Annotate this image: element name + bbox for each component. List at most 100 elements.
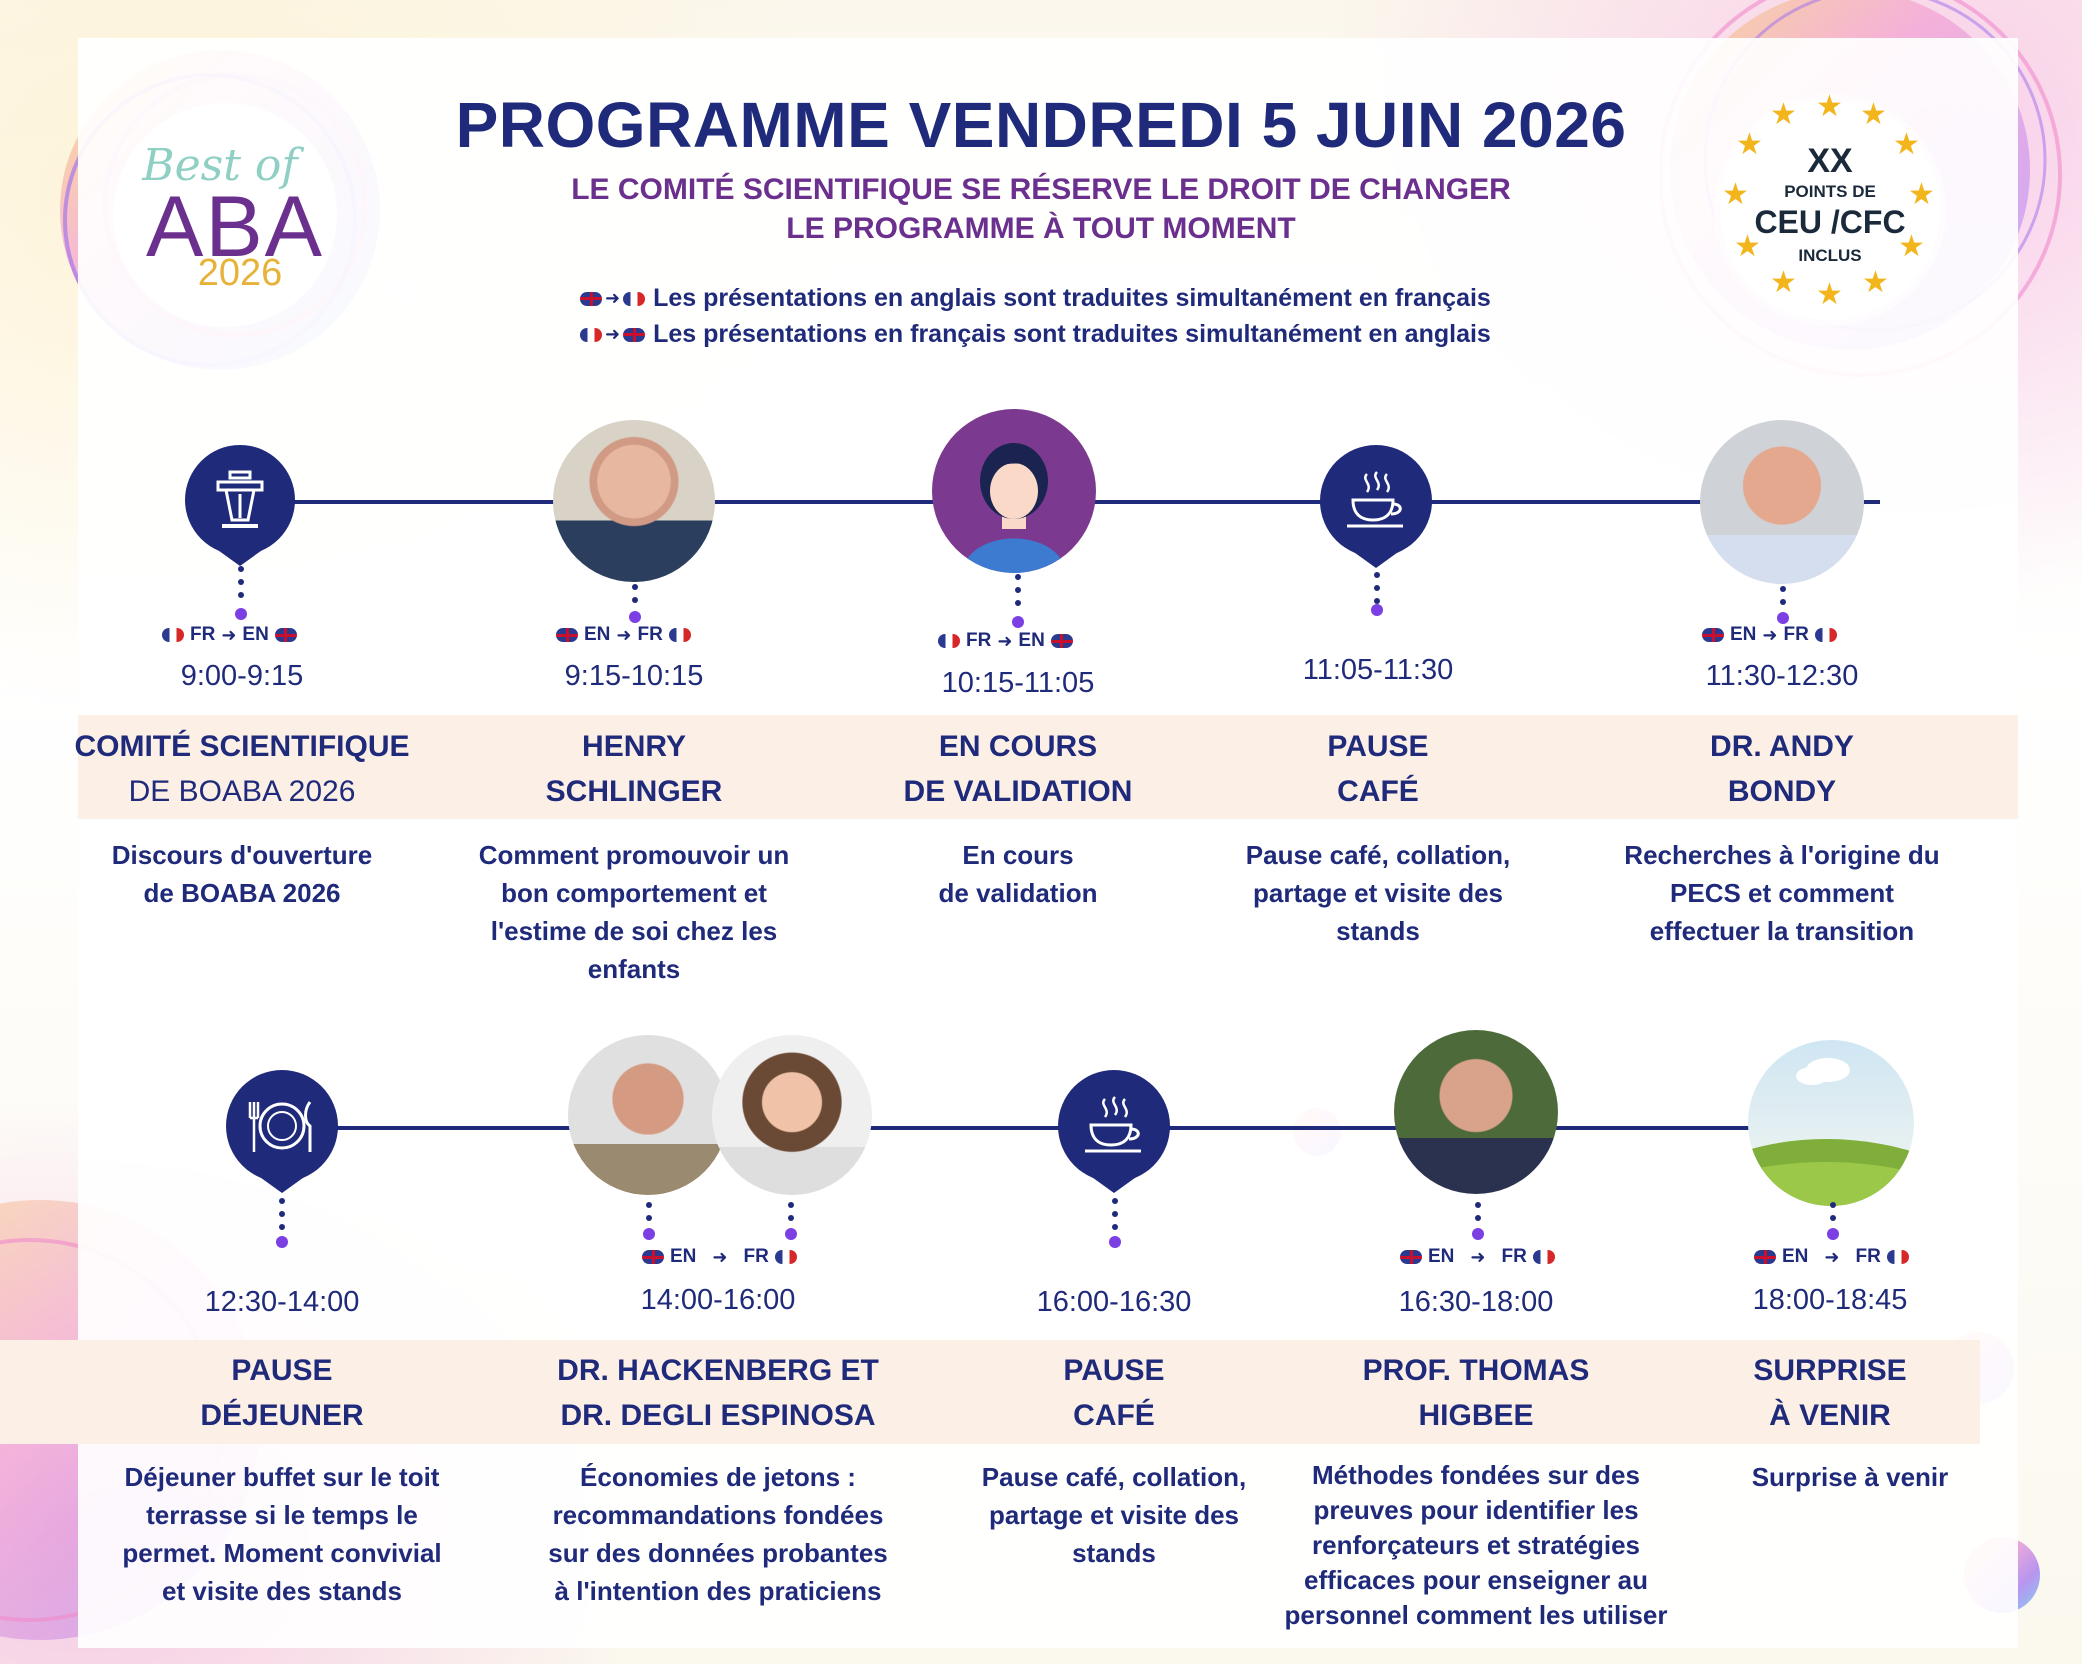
ceu-badge: XX POINTS DE CEU /CFC INCLUS [1720, 100, 1940, 320]
session-name-s8: PAUSE CAFÉ [1063, 1354, 1165, 1432]
speaker-photo-andy-bondy [1700, 420, 1864, 584]
session-name-s9: PROF. THOMAS HIGBEE [1362, 1354, 1590, 1432]
star-icon: ★ [1862, 266, 1889, 299]
connector-end-dot [629, 611, 641, 623]
connector-dots [646, 1202, 652, 1228]
badge-line2: POINTS DE [1784, 182, 1876, 201]
session-name-s6: PAUSE DÉJEUNER [200, 1354, 364, 1432]
session-description-s10: Surprise à venir [1751, 1462, 1949, 1492]
session-time-s4: 11:05-11:30 [1302, 654, 1454, 686]
session-time-s6: 12:30-14:00 [204, 1286, 360, 1318]
connector-end-dot [643, 1228, 655, 1240]
session-name-s5: DR. ANDY BONDY [1710, 730, 1854, 808]
connector-dots [1830, 1202, 1836, 1228]
session-name-s3: EN COURS DE VALIDATION [903, 730, 1133, 808]
icon-pin-tail [1351, 550, 1401, 568]
star-icon: ★ [1734, 230, 1761, 263]
star-icon: ★ [1736, 128, 1763, 161]
session-time-s1: 9:00-9:15 [180, 660, 304, 692]
landscape-icon [1748, 1040, 1914, 1206]
session-time-s10: 18:00-18:45 [1752, 1284, 1908, 1316]
translation-note-text: Les présentations en anglais sont tradui… [653, 284, 1491, 312]
star-icon: ★ [1908, 178, 1935, 211]
podium-icon [216, 470, 264, 528]
connector-dots [1780, 586, 1786, 612]
session-description-s1: Discours d'ouverture de BOABA 2026 [111, 840, 373, 908]
logo-script: Best of [142, 140, 298, 191]
subtitle-line1: LE COMITÉ SCIENTIFIQUE SE RÉSERVE LE DRO… [571, 173, 1511, 206]
language-indicator-s7: EN ➜ FR [642, 1246, 797, 1268]
star-icon: ★ [1860, 98, 1887, 131]
session-description-s8: Pause café, collation, partage et visite… [981, 1462, 1247, 1568]
session-icon-s8 [1058, 1070, 1170, 1182]
session-description-s7: Économies de jetons : recommandations fo… [548, 1462, 888, 1606]
star-icon: ★ [1816, 90, 1843, 123]
star-icon: ★ [1893, 128, 1920, 161]
language-indicator-s2: EN ➜ FR [556, 624, 691, 646]
avatar-placeholder-icon [932, 409, 1096, 573]
connector-end-dot [1109, 1236, 1121, 1248]
connector-end-dot [785, 1228, 797, 1240]
connector-end-dot [1012, 616, 1024, 628]
speaker-band-row2 [0, 1340, 1980, 1444]
star-icon: ★ [1722, 178, 1749, 211]
connector-end-dot [1777, 612, 1789, 624]
session-description-s2: Comment promouvoir un bon comportement e… [478, 840, 790, 984]
connector-end-dot [1371, 604, 1383, 616]
translation-note-text: Les présentations en français sont tradu… [653, 320, 1491, 348]
connector-end-dot [1472, 1228, 1484, 1240]
session-name-s1: COMITÉ SCIENTIFIQUE DE BOABA 2026 [74, 730, 410, 808]
speaker-photo-hackenberg [568, 1035, 728, 1195]
icon-pin-tail [257, 1175, 307, 1193]
translation-note-fr-en: ➜ Les présentations en français sont tra… [580, 320, 1580, 349]
speaker-photo-henry-schlinger [553, 420, 715, 582]
connector-end-dot [1827, 1228, 1839, 1240]
language-indicator-s3: FR ➜ EN [938, 630, 1073, 652]
connector-dots [238, 566, 244, 605]
speaker-band-row1 [78, 715, 2018, 819]
badge-line3: CEU /CFC [1754, 204, 1906, 240]
speaker-photo-degli-espinosa [712, 1035, 872, 1195]
session-description-s3: En cours de validation [938, 840, 1098, 908]
badge-line1: XX [1807, 142, 1853, 180]
session-name-s4: PAUSE CAFÉ [1327, 730, 1429, 808]
star-icon: ★ [1770, 98, 1797, 131]
session-description-s6: Déjeuner buffet sur le toit terrasse si … [122, 1462, 442, 1606]
fr-to-uk-flags-icon: ➜ [580, 324, 646, 345]
page-title: PROGRAMME VENDREDI 5 JUIN 2026 [455, 89, 1627, 161]
plate-cutlery-icon [248, 1101, 312, 1152]
icon-pin-tail [1089, 1175, 1139, 1193]
session-icon-s6 [226, 1070, 338, 1182]
session-time-s3: 10:15-11:05 [941, 667, 1095, 699]
uk-to-fr-flags-icon: ➜ [580, 288, 646, 309]
coffee-cup-icon [1347, 471, 1403, 528]
connector-dots [1112, 1198, 1118, 1237]
session-time-s9: 16:30-18:00 [1398, 1286, 1554, 1318]
icon-pin-tail [215, 548, 265, 566]
coffee-cup-icon [1085, 1096, 1141, 1153]
connector-dots [788, 1202, 794, 1228]
connector-dots [1475, 1202, 1481, 1228]
connector-dots [279, 1198, 285, 1237]
language-indicator-s9: EN ➜ FR [1400, 1246, 1555, 1268]
speaker-photo-thomas-higbee [1394, 1030, 1558, 1194]
session-time-s8: 16:00-16:30 [1036, 1286, 1192, 1318]
star-icon: ★ [1816, 278, 1843, 311]
language-indicator-s10: EN ➜ FR [1754, 1246, 1909, 1268]
session-name-s2: HENRY SCHLINGER [545, 730, 723, 808]
logo-year: 2026 [197, 252, 283, 294]
session-time-s2: 9:15-10:15 [564, 660, 704, 692]
connector-dots [1015, 574, 1021, 613]
session-icon-s1 [185, 445, 295, 555]
session-description-s9: Méthodes fondées sur des preuves pour id… [1284, 1460, 1668, 1630]
connector-end-dot [276, 1236, 288, 1248]
logo-main: ABA [145, 179, 325, 275]
connector-dots [632, 584, 638, 610]
subtitle-line2: LE PROGRAMME À TOUT MOMENT [786, 212, 1296, 245]
translation-note-en-fr: ➜ Les présentations en anglais sont trad… [580, 284, 1580, 313]
language-indicator-s1: FR ➜ EN [162, 624, 297, 646]
session-icon-s4 [1320, 445, 1432, 557]
session-name-s10: SURPRISE À VENIR [1753, 1354, 1907, 1432]
connector-dots [1374, 572, 1380, 611]
session-time-s7: 14:00-16:00 [640, 1284, 796, 1316]
